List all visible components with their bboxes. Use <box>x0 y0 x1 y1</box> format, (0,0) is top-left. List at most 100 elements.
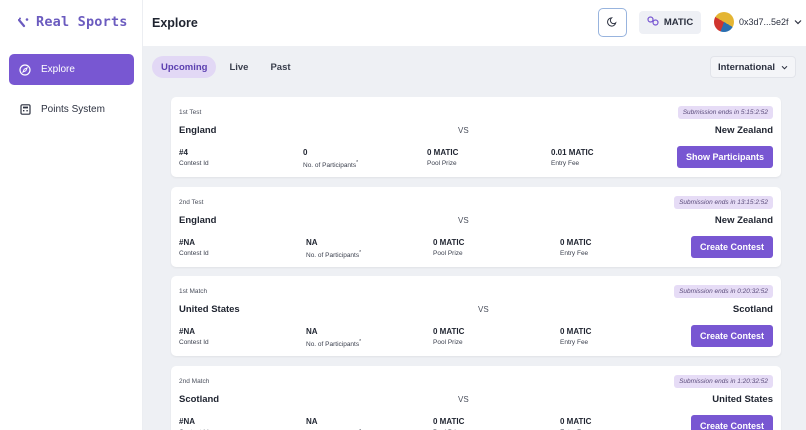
team-a: United States <box>179 304 240 315</box>
contest-id: #4 Contest Id <box>179 148 209 167</box>
match-type: 1st Match <box>179 288 208 295</box>
chevron-down-icon <box>781 62 788 73</box>
team-a: England <box>179 125 217 136</box>
pool-prize-label: Pool Prize <box>433 250 463 257</box>
moon-icon <box>607 14 618 32</box>
entry-fee: 0.01 MATIC Entry Fee <box>551 148 594 167</box>
vs-label: VS <box>478 305 489 314</box>
chevron-down-icon <box>794 17 802 27</box>
sidebar: Real Sports Explore Points System <box>0 0 143 430</box>
network-label: MATIC <box>663 17 694 28</box>
contest-card: 2nd Match Scotland VS United States Subm… <box>171 366 781 430</box>
contest-id: #NA Contest Id <box>179 327 209 346</box>
entry-fee-value: 0 MATIC <box>560 417 592 426</box>
entry-fee: 0 MATIC Entry Fee <box>560 238 591 257</box>
pool-prize-value: 0 MATIC <box>433 417 465 426</box>
create-contest-button[interactable]: Create Contest <box>690 415 773 430</box>
contest-id-value: #NA <box>179 238 196 247</box>
contest-id: #NA Contest Id <box>179 417 209 430</box>
participants: 0 No. of Participants* <box>303 148 358 169</box>
participants-label: No. of Participants* <box>306 339 362 349</box>
create-contest-button[interactable]: Create Contest <box>690 325 773 347</box>
top-header: Explore MATIC 0x3d7...5e2f <box>143 0 806 46</box>
entry-fee-value: 0 MATIC <box>560 238 592 247</box>
main-content: Explore MATIC 0x3d7...5e2f Up <box>143 0 806 430</box>
calculator-icon <box>19 104 31 116</box>
pool-prize: 0 MATIC Pool Prize <box>427 148 458 167</box>
contest-id-value: #4 <box>179 148 188 157</box>
pool-prize-value: 0 MATIC <box>433 238 465 247</box>
contest-id-label: Contest Id <box>179 339 209 346</box>
entry-fee: 0 MATIC Entry Fee <box>560 327 591 346</box>
participants: NA No. of Participants* <box>306 238 361 259</box>
participants-value: NA <box>306 417 318 426</box>
team-b: New Zealand <box>714 125 773 136</box>
contest-tabs: Upcoming Live Past <box>152 56 300 78</box>
entry-fee-label: Entry Fee <box>560 339 589 346</box>
participants-value: NA <box>306 327 318 336</box>
brand-logo[interactable]: Real Sports <box>17 14 128 30</box>
account-menu[interactable]: 0x3d7...5e2f <box>714 12 802 32</box>
pool-prize: 0 MATIC Pool Prize <box>433 417 464 430</box>
pool-prize: 0 MATIC Pool Prize <box>433 238 464 257</box>
team-a: Scotland <box>179 394 220 405</box>
contest-id-label: Contest Id <box>179 160 209 167</box>
match-type: 1st Test <box>179 109 202 116</box>
sidebar-item-explore[interactable]: Explore <box>9 54 134 85</box>
deadline-badge: Submission ends in 0:20:32:52 <box>674 285 773 298</box>
show-participants-button[interactable]: Show Participants <box>676 146 773 168</box>
wallet-address: 0x3d7...5e2f <box>739 17 789 27</box>
vs-label: VS <box>458 216 469 225</box>
avatar <box>714 12 734 32</box>
sidebar-item-label: Explore <box>41 64 75 75</box>
team-b: United States <box>712 394 773 405</box>
entry-fee-label: Entry Fee <box>551 160 580 167</box>
participants: NA No. of Participants* <box>306 327 361 348</box>
contest-id-label: Contest Id <box>179 250 209 257</box>
team-a: England <box>179 215 217 226</box>
deadline-badge: Submission ends in 1:20:32:52 <box>674 375 773 388</box>
entry-fee: 0 MATIC Entry Fee <box>560 417 591 430</box>
participants-label: No. of Participants* <box>306 250 362 260</box>
entry-fee-value: 0 MATIC <box>560 327 592 336</box>
contest-card: 1st Match United States VS Scotland Subm… <box>171 276 781 356</box>
contest-id-value: #NA <box>179 327 196 336</box>
region-select-value: International <box>717 61 775 73</box>
brand-icon <box>17 16 30 28</box>
entry-fee-value: 0.01 MATIC <box>551 148 594 157</box>
match-type: 2nd Test <box>179 199 204 206</box>
tab-past[interactable]: Past <box>270 61 291 73</box>
match-type: 2nd Match <box>179 378 210 385</box>
pool-prize-value: 0 MATIC <box>427 148 459 157</box>
page-title: Explore <box>152 16 198 30</box>
deadline-badge: Submission ends in 5:15:2:52 <box>677 106 773 119</box>
contest-id-value: #NA <box>179 417 196 426</box>
entry-fee-label: Entry Fee <box>560 250 589 257</box>
participants: NA No. of Participants* <box>306 417 361 430</box>
theme-toggle-button[interactable] <box>598 8 627 37</box>
participants-label: No. of Participants* <box>303 160 359 170</box>
sidebar-item-label: Points System <box>41 104 105 115</box>
region-select[interactable]: International <box>710 56 796 78</box>
participants-value: NA <box>306 238 318 247</box>
contest-id: #NA Contest Id <box>179 238 209 257</box>
compass-icon <box>19 63 31 76</box>
vs-label: VS <box>458 395 469 404</box>
create-contest-button[interactable]: Create Contest <box>690 236 773 258</box>
pool-prize-label: Pool Prize <box>427 160 457 167</box>
tab-live[interactable]: Live <box>229 61 249 73</box>
deadline-badge: Submission ends in 13:15:2:52 <box>674 196 773 209</box>
vs-label: VS <box>458 126 469 135</box>
participants-value: 0 <box>303 148 308 157</box>
sidebar-item-points-system[interactable]: Points System <box>9 94 134 125</box>
network-button[interactable]: MATIC <box>639 11 701 34</box>
brand-name: Real Sports <box>36 14 128 30</box>
pool-prize-label: Pool Prize <box>433 339 463 346</box>
contest-card: 1st Test England VS New Zealand Submissi… <box>171 97 781 177</box>
tab-upcoming[interactable]: Upcoming <box>152 56 217 78</box>
polygon-icon <box>647 16 659 29</box>
contest-card: 2nd Test England VS New Zealand Submissi… <box>171 187 781 267</box>
pool-prize-value: 0 MATIC <box>433 327 465 336</box>
pool-prize: 0 MATIC Pool Prize <box>433 327 464 346</box>
